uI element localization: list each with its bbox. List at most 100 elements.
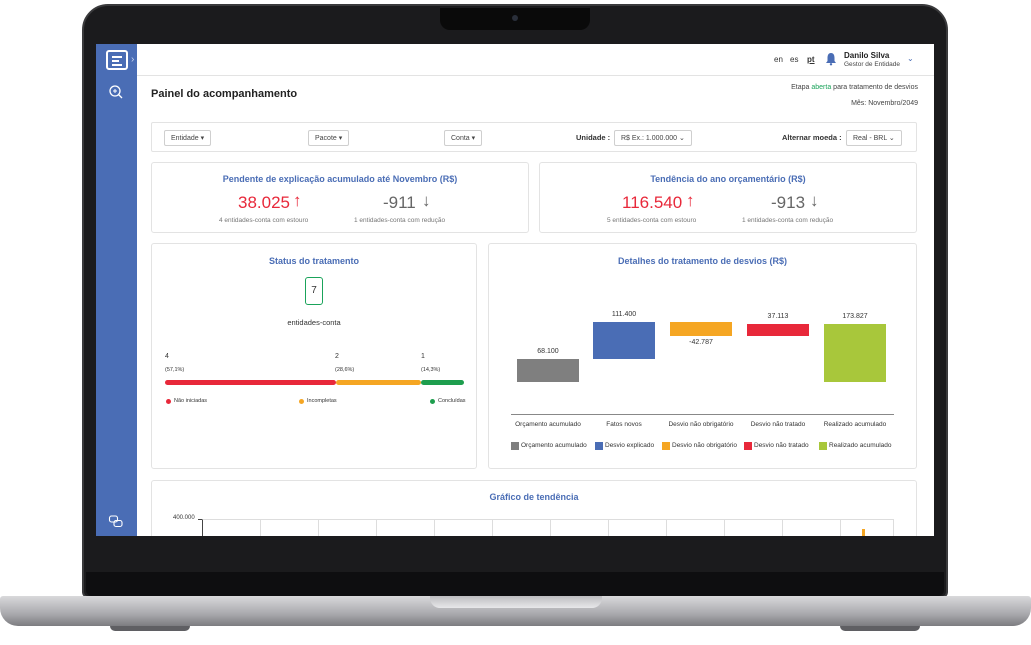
arrow-up-icon: ↑: [293, 191, 302, 210]
arrow-down-icon: ↓: [810, 191, 819, 210]
trend-gridline: [840, 519, 841, 536]
trend-gridline: [608, 519, 609, 536]
trend-gridline: [492, 519, 493, 536]
kpi-tendencia-title: Tendência do ano orçamentário (R$): [650, 174, 806, 184]
wf-bar-fatos-novos: [593, 322, 655, 360]
user-name[interactable]: Danilo Silva: [844, 51, 890, 60]
trend-gridline: [434, 519, 435, 536]
kpi-pendente-down-value: -911: [383, 193, 416, 212]
trend-plot-area: [202, 519, 894, 536]
trend-y-tick: 400.000: [173, 515, 195, 521]
pacote-filter-label: Pacote: [315, 135, 337, 142]
screen-bezel-bottom: [86, 572, 944, 596]
moeda-label: Alternar moeda :: [782, 133, 842, 142]
camera-icon: [512, 15, 518, 21]
page-title: Painel do acompanhamento: [151, 88, 298, 100]
kpi-pendente-title: Pendente de explicação acumulado até Nov…: [222, 174, 458, 184]
legend-dot-red: [166, 399, 171, 404]
laptop-foot: [110, 626, 190, 631]
seg-pct-nao-iniciadas: (57,1%): [165, 367, 185, 373]
status-bar-concluidas: [421, 380, 464, 385]
wf-bar-orcamento: [517, 359, 579, 382]
seg-pct-concluidas: (14,3%): [421, 367, 441, 373]
lang-en-link[interactable]: en: [774, 55, 783, 64]
trend-gridline: [666, 519, 667, 536]
trend-card: Gráfico de tendência 400.000: [151, 480, 917, 536]
pacote-filter-dropdown[interactable]: Pacote ▾: [308, 130, 350, 146]
wf-bar-desvio-nao-tratado: [747, 324, 809, 337]
trend-gridline: [782, 519, 783, 536]
wf-legend-swatch: [511, 442, 519, 450]
stage-suffix: para tratamento de desvios: [833, 84, 918, 91]
trend-series-marker: [862, 529, 865, 536]
seg-pct-incompletas: (28,6%): [335, 367, 355, 373]
kpi-tendencia-up-sub: 5 entidades-conta com estouro: [607, 217, 697, 224]
status-card: Status do tratamento 7 entidades-conta 4…: [151, 243, 477, 469]
wf-value-label: 37.113: [767, 313, 789, 320]
zoom-search-icon[interactable]: [108, 84, 124, 100]
unidade-label: Unidade :: [576, 133, 611, 142]
wf-legend-swatch: [744, 442, 752, 450]
unidade-select-value: R$ Ex.: 1.000.000: [621, 135, 678, 142]
wf-legend-swatch: [595, 442, 603, 450]
moeda-select-value: Real - BRL: [853, 135, 887, 142]
seg-count-incompletas: 2: [335, 353, 339, 360]
trend-gridline: [260, 519, 261, 536]
wf-legend-item: Desvio não obrigatório: [672, 442, 738, 449]
status-title: Status do tratamento: [268, 256, 359, 266]
app-logo-icon[interactable]: [106, 50, 128, 70]
wf-category-label: Desvio não obrigatório: [668, 421, 734, 428]
sidebar-expand-chevron-icon[interactable]: ›: [131, 54, 135, 65]
unidade-select[interactable]: R$ Ex.: 1.000.000 ⌄: [614, 130, 692, 146]
arrow-down-icon: ↓: [422, 191, 431, 210]
wf-legend-item: Orçamento acumulado: [521, 442, 587, 449]
chat-bubbles-icon[interactable]: [108, 514, 124, 530]
status-total-label: entidades-conta: [287, 318, 341, 327]
status-total-count: 7: [305, 277, 323, 305]
arrow-up-icon: ↑: [686, 191, 695, 210]
moeda-select[interactable]: Real - BRL ⌄: [846, 130, 902, 146]
lang-es-link[interactable]: es: [790, 55, 799, 64]
laptop-foot: [840, 626, 920, 631]
conta-filter-dropdown[interactable]: Conta ▾: [444, 130, 483, 146]
wf-legend-swatch: [662, 442, 670, 450]
lang-pt-link[interactable]: pt: [807, 55, 815, 64]
stage-status-text: Etapa aberta para tratamento de desvios: [791, 84, 918, 91]
kpi-tendencia-up-value: 116.540: [622, 193, 683, 212]
wf-category-label: Desvio não tratado: [750, 421, 806, 428]
legend-concluidas: Concluídas: [438, 398, 466, 404]
kpi-tendencia-down-sub: 1 entidades-conta com redução: [742, 217, 834, 224]
legend-dot-orange: [299, 399, 304, 404]
waterfall-title: Detalhes do tratamento de desvios (R$): [617, 256, 788, 266]
kpi-pendente-up-value: 38.025: [238, 193, 290, 212]
wf-category-label: Realizado acumulado: [823, 421, 887, 428]
status-bar-incompletas: [335, 380, 422, 385]
kpi-pendente-card: Pendente de explicação acumulado até Nov…: [151, 162, 529, 233]
waterfall-axis: [511, 414, 894, 415]
sidebar: ›: [96, 44, 137, 536]
wf-bar-desvio-nao-obrigatorio: [670, 322, 732, 337]
current-month: Mês: Novembro/2049: [851, 100, 918, 107]
wf-legend-item: Realizado acumulado: [829, 442, 892, 449]
user-menu-chevron-down-icon[interactable]: ⌄: [907, 54, 914, 63]
app-screen: › en es pt Danilo Silva Gestor de Entida: [96, 44, 934, 536]
entidade-filter-dropdown[interactable]: Entidade ▾: [164, 130, 212, 146]
kpi-pendente-up-sub: 4 entidades-conta com estouro: [219, 217, 309, 224]
wf-value-label: 68.100: [537, 348, 559, 356]
kpi-tendencia-card: Tendência do ano orçamentário (R$) 116.5…: [539, 162, 917, 233]
notification-bell-icon[interactable]: [825, 52, 837, 66]
stage-prefix: Etapa: [791, 84, 810, 91]
filter-bar: Entidade ▾ Pacote ▾ Conta ▾ Unidade : R$…: [151, 122, 917, 152]
wf-value-label: 173.827: [842, 313, 868, 320]
trend-gridline: [376, 519, 377, 536]
wf-category-label: Fatos novos: [606, 421, 642, 428]
trend-y-tickmark: [198, 519, 202, 520]
status-bar-nao-iniciadas: [165, 380, 336, 385]
seg-count-nao-iniciadas: 4: [165, 353, 169, 360]
conta-filter-label: Conta: [451, 135, 470, 142]
user-role: Gestor de Entidade: [844, 61, 901, 68]
trend-title: Gráfico de tendência: [489, 492, 579, 502]
trend-gridline: [550, 519, 551, 536]
laptop-opening-notch: [430, 596, 602, 608]
